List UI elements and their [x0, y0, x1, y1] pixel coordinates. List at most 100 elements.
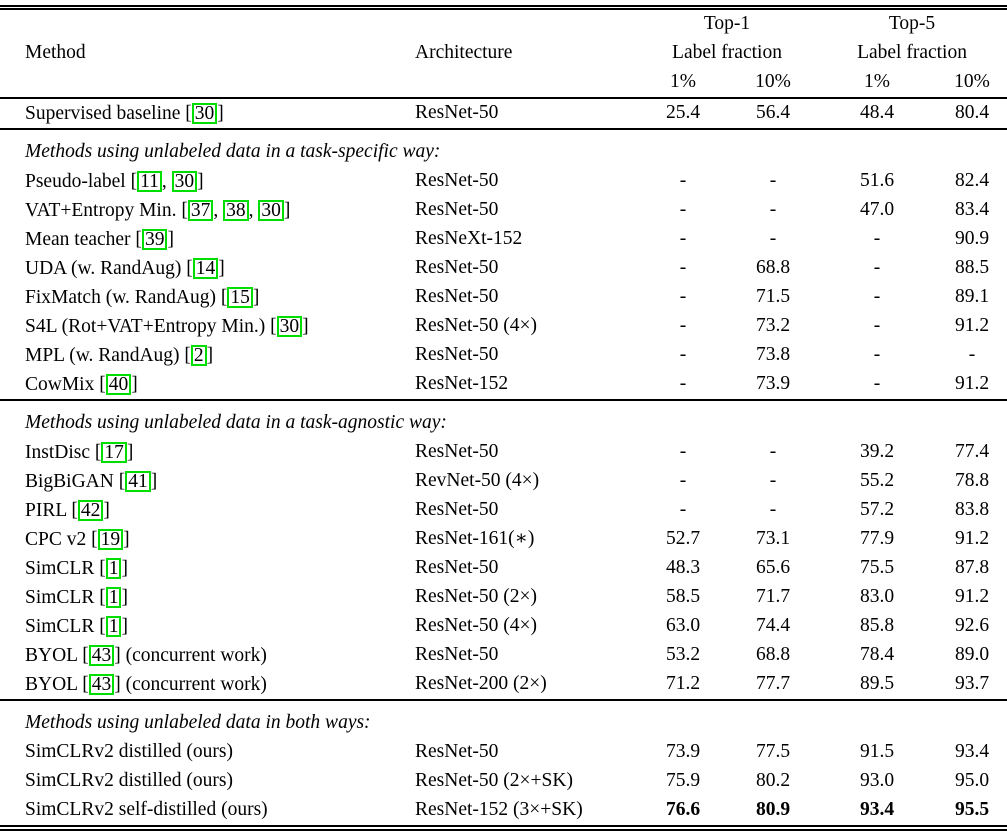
value-cell: 91.2 [954, 586, 990, 608]
architecture-cell: ResNet-200 (2×) [415, 670, 637, 701]
citation-link[interactable]: 43 [88, 673, 115, 695]
column-header-top1-10pct: 10% [729, 68, 818, 99]
value-cell: 93.7 [937, 670, 1007, 701]
value-cell: - [968, 344, 976, 366]
value-cell: 75.5 [859, 557, 895, 579]
citation-link[interactable]: 30 [171, 170, 198, 192]
method-cell: PIRL [42] [25, 499, 110, 521]
results-table: Method Architecture Top-1 Top-5 Label fr… [0, 5, 1007, 831]
column-subtitle-top1-label-fraction: Label fraction [672, 42, 782, 64]
value-cell: - [679, 344, 687, 366]
value-cell: 56.4 [729, 98, 818, 130]
value-cell: 93.4 [954, 741, 990, 763]
citation-link[interactable]: 1 [105, 586, 122, 608]
section-header-row: Methods using unlabeled data in both way… [0, 700, 1007, 738]
value-cell: 91.2 [937, 370, 1007, 401]
value-cell: 68.8 [755, 257, 791, 279]
table-row: BYOL [43] (concurrent work) ResNet-200 (2… [0, 670, 1007, 701]
citation-link[interactable]: 2 [190, 344, 207, 366]
table-row: Pseudo-label [11, 30] ResNet-50 - - 51.6 82.4 [0, 167, 1007, 196]
method-cell: SimCLRv2 self-distilled (ours) [25, 799, 268, 821]
value-cell: - [679, 315, 687, 337]
citation-link[interactable]: 39 [141, 228, 168, 250]
table-row: S4L (Rot+VAT+Entropy Min.) [30] ResNet-50… [0, 312, 1007, 341]
citation-link[interactable]: 30 [258, 199, 284, 221]
method-cell: CPC v2 [19] [25, 528, 130, 550]
citation-link[interactable]: 1 [105, 557, 122, 579]
citation-link[interactable]: 37 [187, 199, 214, 221]
architecture-cell: ResNet-50 [415, 741, 499, 763]
architecture-cell: ResNet-50 [415, 170, 499, 192]
value-cell: 71.2 [637, 670, 729, 701]
architecture-cell: ResNet-50 [415, 441, 499, 463]
architecture-cell: ResNet-161(∗) [415, 528, 535, 550]
value-cell: 57.2 [859, 499, 895, 521]
citation-link[interactable]: 14 [192, 257, 219, 279]
value-cell: - [679, 470, 687, 492]
architecture-cell: ResNet-50 (4×) [415, 315, 538, 337]
table-row: UDA (w. RandAug) [14] ResNet-50 - 68.8 - 88.5 [0, 254, 1007, 283]
citation-link[interactable]: 17 [101, 441, 127, 463]
value-cell: - [873, 344, 881, 366]
architecture-cell: ResNet-50 [415, 644, 499, 666]
value-cell: 83.4 [954, 199, 990, 221]
value-cell: 48.3 [665, 557, 701, 579]
value-cell: 25.4 [637, 98, 729, 130]
method-cell: UDA (w. RandAug) [14] [25, 257, 225, 279]
table-row: SimCLRv2 self-distilled (ours) ResNet-152… [0, 796, 1007, 828]
value-cell: - [637, 370, 729, 401]
value-cell: 73.8 [755, 344, 791, 366]
value-cell: - [679, 441, 687, 463]
architecture-cell: ResNet-152 (3×+SK) [415, 799, 583, 821]
citation-link[interactable]: 30 [191, 102, 218, 124]
method-cell: MPL (w. RandAug) [2] [25, 344, 214, 366]
citation-link[interactable]: 19 [97, 528, 124, 550]
architecture-cell: ResNet-152 [415, 370, 637, 401]
citation-link[interactable]: 38 [223, 199, 249, 221]
section-header-row: Methods using unlabeled data in a task-s… [0, 129, 1007, 167]
value-cell: 80.2 [755, 770, 791, 792]
citation-link[interactable]: 11 [137, 170, 162, 192]
value-cell: 95.0 [954, 770, 990, 792]
citation-link[interactable]: 1 [105, 615, 122, 637]
method-cell: VAT+Entropy Min. [37, 38, 30] [25, 199, 291, 221]
architecture-cell: ResNet-50 [415, 98, 637, 130]
table-row: SimCLR [1] ResNet-50 (4×) 63.0 74.4 85.8 92.6 [0, 612, 1007, 641]
value-cell: 63.0 [665, 615, 701, 637]
table-row: SimCLRv2 distilled (ours) ResNet-50 (2×+S… [0, 767, 1007, 796]
value-cell: 71.7 [755, 586, 791, 608]
citation-link[interactable]: 40 [105, 373, 132, 395]
value-cell: 80.9 [755, 799, 791, 821]
value-cell: 77.5 [755, 741, 791, 763]
value-cell: 76.6 [665, 799, 701, 821]
value-cell: 55.2 [859, 470, 895, 492]
value-cell: 89.0 [954, 644, 990, 666]
citation-link[interactable]: 15 [227, 286, 253, 308]
table-row: InstDisc [17] ResNet-50 - - 39.2 77.4 [0, 438, 1007, 467]
column-group-top5: Top-5 [888, 13, 936, 35]
value-cell: 68.8 [755, 644, 791, 666]
citation-link[interactable]: 41 [125, 470, 151, 492]
citation-link[interactable]: 30 [276, 315, 303, 337]
value-cell: 52.7 [665, 528, 701, 550]
method-cell: Supervised baseline [30] [0, 98, 415, 130]
method-cell: BYOL [43] (concurrent work) [25, 644, 267, 666]
table-row: BigBiGAN [41] RevNet-50 (4×) - - 55.2 78.8 [0, 467, 1007, 496]
value-cell: 90.9 [954, 228, 990, 250]
citation-link[interactable]: 43 [88, 644, 115, 666]
value-cell: 91.5 [859, 741, 895, 763]
value-cell: 83.0 [859, 586, 895, 608]
architecture-cell: RevNet-50 (4×) [415, 470, 540, 492]
value-cell: 88.5 [954, 257, 990, 279]
value-cell: 93.4 [859, 799, 895, 821]
value-cell: 95.5 [954, 799, 990, 821]
citation-link[interactable]: 42 [77, 499, 104, 521]
table-row: Mean teacher [39] ResNeXt-152 - - - 90.9 [0, 225, 1007, 254]
method-cell: SimCLR [1] [25, 557, 128, 579]
architecture-cell: ResNet-50 [415, 499, 499, 521]
table-row: PIRL [42] ResNet-50 - - 57.2 83.8 [0, 496, 1007, 525]
method-cell: BigBiGAN [41] [25, 470, 158, 492]
value-cell: 78.4 [859, 644, 895, 666]
table-row: CPC v2 [19] ResNet-161(∗) 52.7 73.1 77.9 91.2 [0, 525, 1007, 554]
value-cell: 71.5 [755, 286, 791, 308]
